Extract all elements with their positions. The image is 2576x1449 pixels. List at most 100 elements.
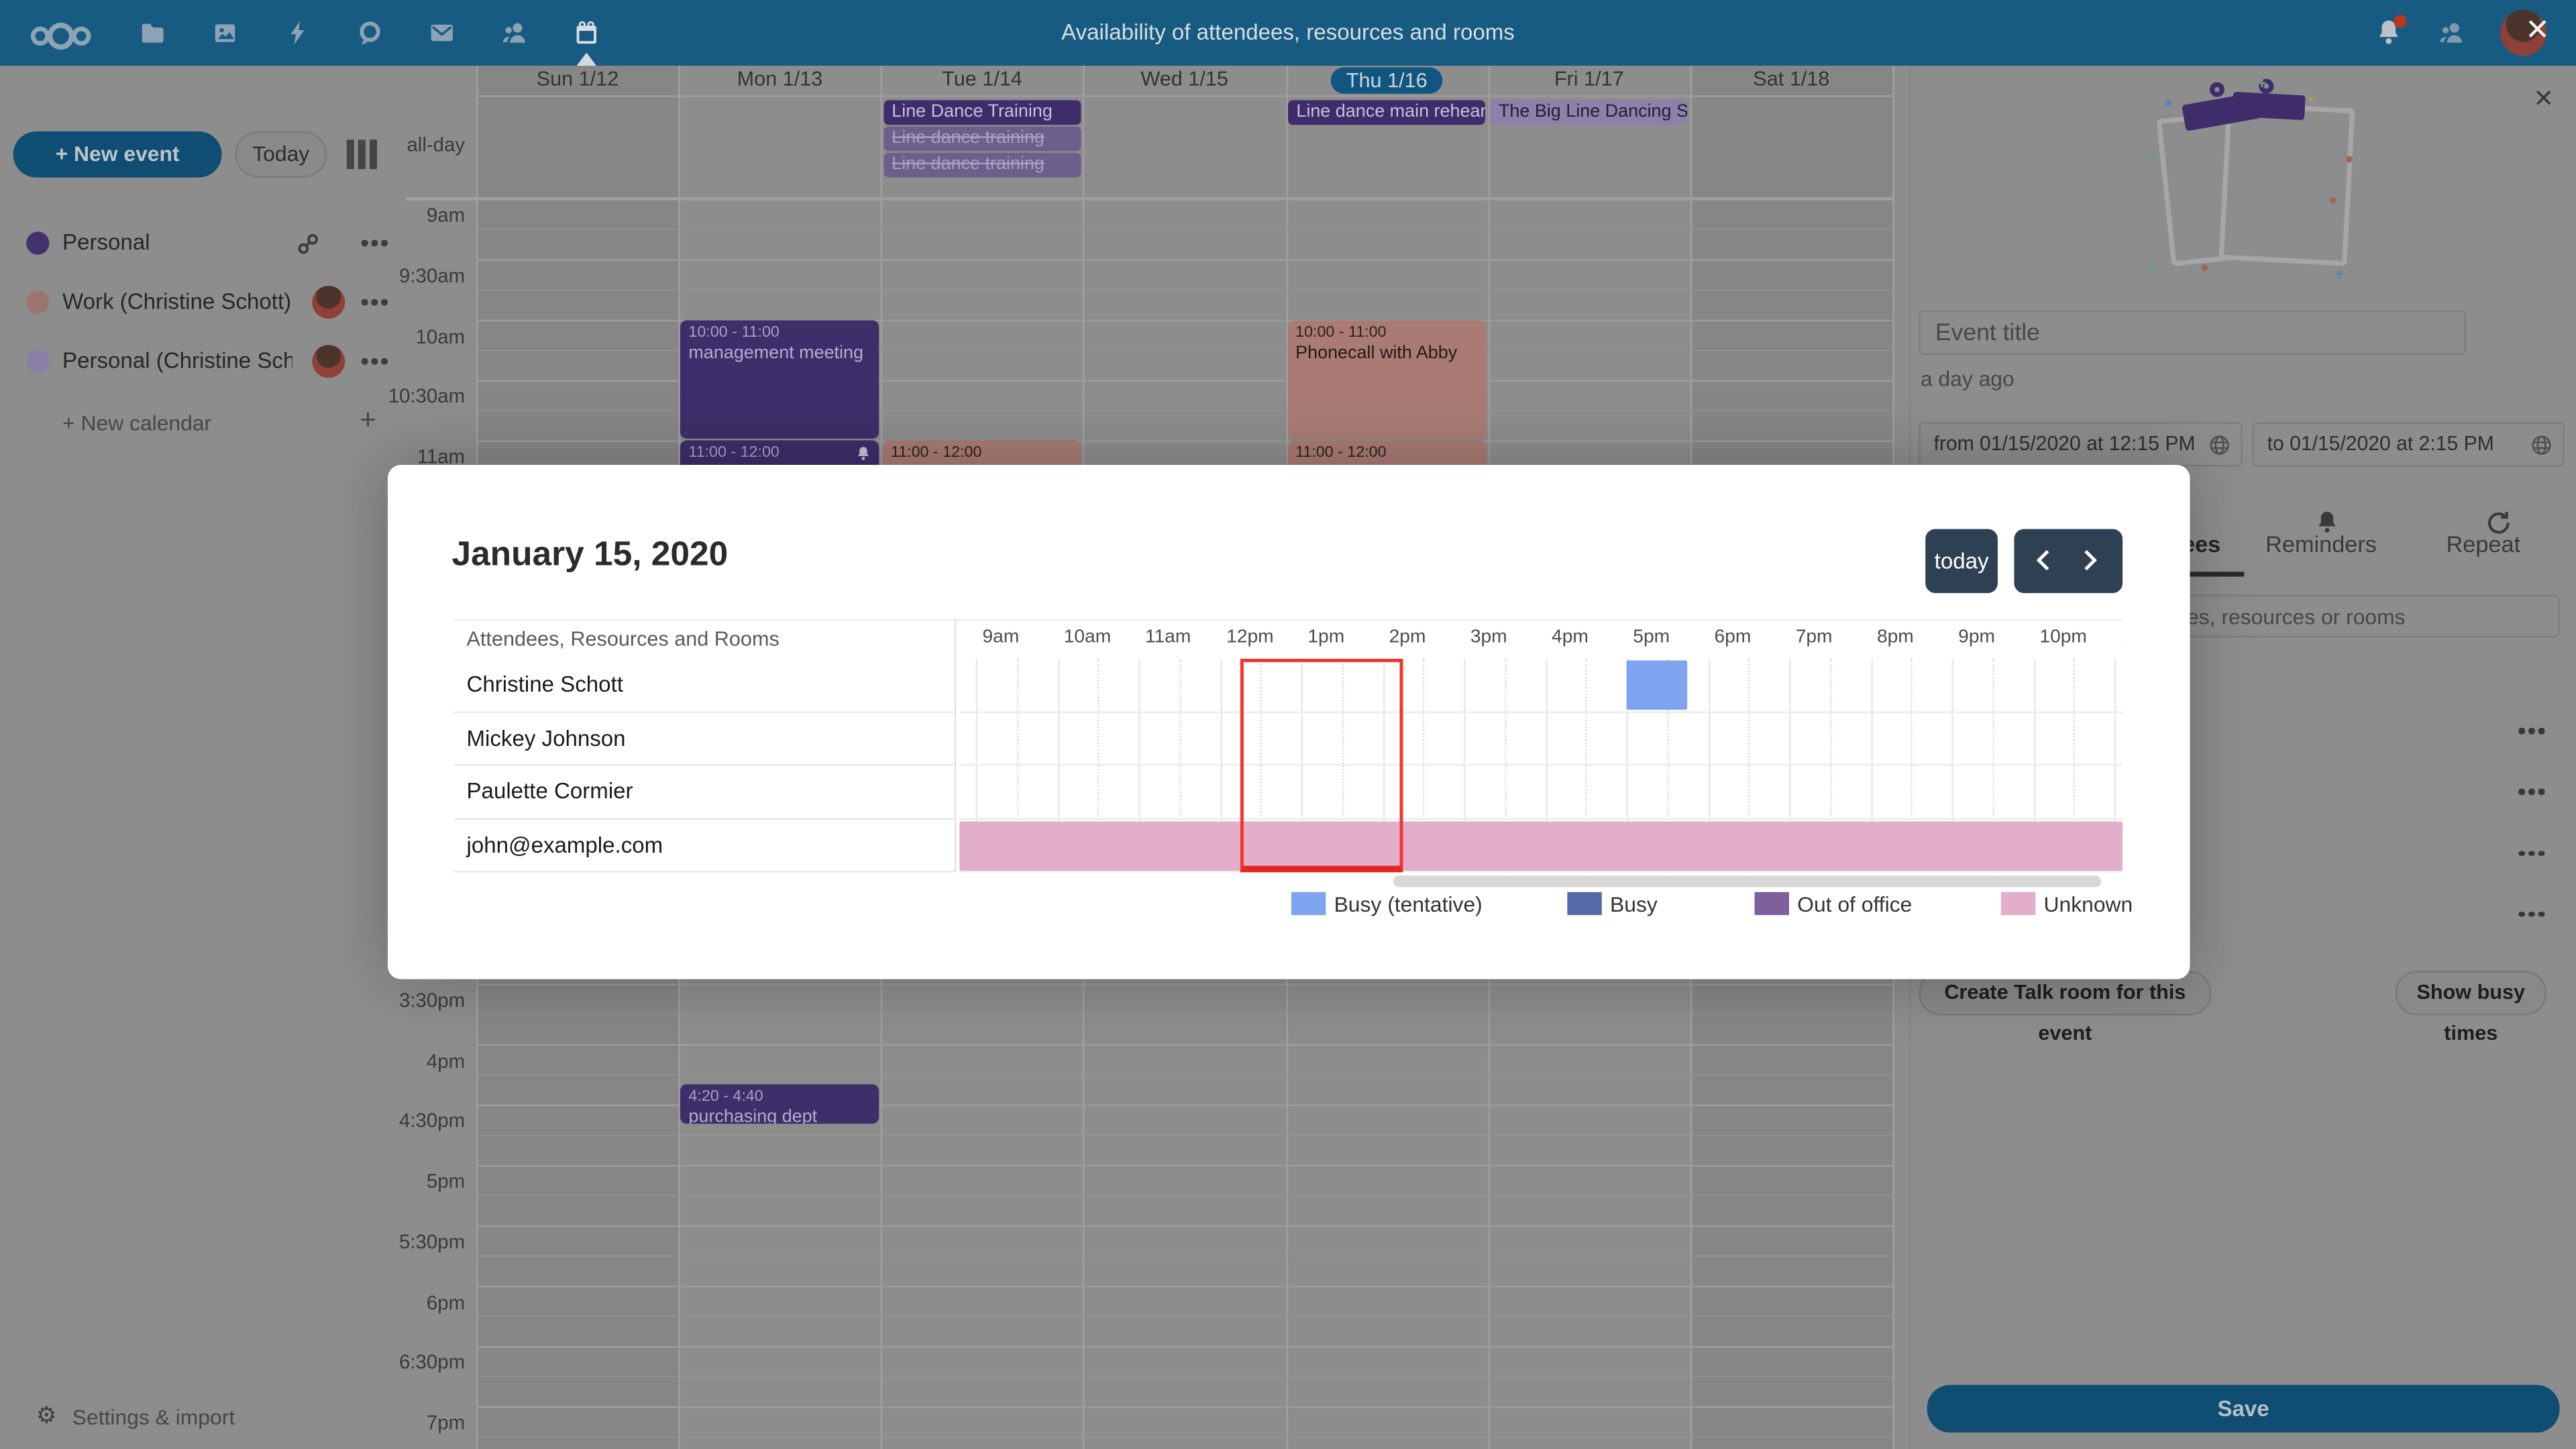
day-header: Sat 1/18 [1753, 67, 1830, 91]
photos-icon[interactable] [211, 19, 237, 46]
activity-icon[interactable] [283, 19, 309, 46]
unknown-availability-block [959, 820, 2123, 870]
allday-event[interactable]: Line dance training [883, 152, 1081, 178]
dialog-today-button[interactable]: today [1925, 529, 1998, 594]
attendee-item-menu-icon[interactable] [2518, 727, 2544, 734]
time-label: 6:30pm [399, 1350, 466, 1374]
contacts-menu-icon[interactable] [2438, 19, 2466, 46]
tab-repeat[interactable]: Repeat [2446, 531, 2521, 557]
hour-label: 9am [982, 627, 1020, 647]
calendar-event[interactable]: 10:00 - 11:00 management meeting [680, 319, 879, 438]
save-button[interactable]: Save [1927, 1385, 2560, 1433]
confetti-dot [2346, 156, 2353, 163]
row-divider [959, 763, 2123, 766]
nextcloud-logo-icon[interactable] [28, 19, 94, 52]
hour-label: 4pm [1552, 627, 1589, 647]
time-label: 5:30pm [399, 1230, 466, 1253]
end-datetime-field[interactable]: to 01/15/2020 at 2:15 PM [2252, 422, 2565, 467]
event-time: 11:00 - 12:00 [688, 443, 780, 462]
time-label: 9am [426, 203, 466, 227]
globe-icon[interactable] [2208, 434, 2231, 457]
calendar-icon[interactable] [572, 19, 598, 46]
time-label: 4pm [426, 1049, 466, 1072]
new-calendar-button[interactable]: + New calendar [62, 411, 212, 435]
start-datetime-field[interactable]: from 01/15/2020 at 12:15 PM [1919, 422, 2243, 467]
attendee-name-column: Christine Schott Mickey Johnson Paulette C… [453, 659, 955, 873]
hour-label: 1pm [1307, 627, 1345, 647]
confetti-plus: + [2257, 75, 2267, 94]
calendar-list-item[interactable]: Personal [13, 223, 393, 263]
allday-event[interactable]: Line dance main rehearsal [1288, 100, 1486, 125]
avatar-close-icon[interactable]: ✕ [2525, 13, 2551, 46]
globe-icon[interactable] [2530, 434, 2553, 457]
talk-icon[interactable] [356, 19, 382, 46]
calendar-menu-icon[interactable] [361, 358, 387, 364]
view-toggle-icon[interactable] [346, 140, 378, 170]
tab-reminders[interactable]: Reminders [2265, 531, 2377, 557]
availability-timeline[interactable] [959, 659, 2123, 873]
event-title: Phonecall with Abby [1295, 343, 1458, 363]
clipboard-clip [2232, 91, 2306, 121]
legend-label: Busy (tentative) [1334, 892, 1483, 917]
time-label: 7pm [426, 1411, 466, 1434]
legend-label: Busy [1610, 892, 1658, 917]
next-day-button[interactable] [2083, 549, 2098, 572]
user-avatar[interactable] [2500, 9, 2546, 56]
confetti-dot [2165, 100, 2172, 107]
hour-gridline [1301, 659, 1303, 873]
top-bar: Availability of attendees, resources and… [0, 0, 2576, 66]
timeline-scrollbar[interactable] [1393, 875, 2102, 888]
calendar-menu-icon[interactable] [361, 239, 387, 246]
hour-label: 10am [1063, 627, 1112, 647]
row-divider [959, 710, 2123, 712]
notifications-bell-icon[interactable] [2375, 18, 2402, 46]
hour-label: 2pm [1389, 627, 1426, 647]
mail-icon[interactable] [428, 19, 454, 46]
prev-day-button[interactable] [2035, 549, 2050, 572]
allday-event[interactable]: The Big Line Dancing Show [1490, 100, 1688, 125]
attendees-column-header: Attendees, Resources and Rooms [466, 627, 780, 651]
hour-label: 5pm [1633, 627, 1670, 647]
confetti-dot [2147, 152, 2154, 160]
gear-icon: ⚙ [36, 1403, 57, 1430]
calendar-event[interactable]: 4:20 - 4:40 purchasing dept [680, 1084, 879, 1124]
calendar-event[interactable]: 10:00 - 11:00 Phonecall with Abby [1287, 319, 1487, 438]
attendee-row-name: Paulette Cormier [453, 765, 955, 819]
today-button[interactable]: Today [235, 131, 327, 178]
legend-swatch [2000, 892, 2036, 916]
attendee-item-menu-icon[interactable] [2518, 789, 2544, 795]
calendar-menu-icon[interactable] [361, 299, 387, 305]
contacts-icon[interactable] [500, 19, 529, 46]
event-title-field[interactable] [1919, 310, 2466, 355]
new-event-button[interactable]: + New event [13, 131, 222, 178]
allday-event[interactable]: Line dance training [883, 126, 1081, 152]
show-busy-times-button[interactable]: Show busy times [2395, 971, 2546, 1045]
event-time: 11:00 - 12:00 [890, 443, 982, 462]
busy-availability-block [1626, 660, 1688, 710]
link-icon[interactable] [296, 231, 321, 256]
calendar-list-item[interactable]: Work (Christine Schott) [13, 282, 393, 322]
hour-gridline [1057, 659, 1059, 873]
event-editor-panel: ✕ + + + + a day ago from 01/15/2020 at 12:1… [1909, 65, 2576, 1449]
plus-icon[interactable]: + [360, 404, 376, 435]
hour-gridline [1951, 659, 1953, 873]
attendee-item-menu-icon[interactable] [2518, 850, 2544, 857]
timeline-hours-header: 9am 10am 11am 12pm 1pm 2pm 3pm 4pm 5pm 6pm 7pm 8pm 9… [959, 619, 2123, 659]
half-hour-gridline [1829, 659, 1832, 873]
allday-event[interactable]: Line Dance Training [883, 100, 1081, 125]
close-icon[interactable]: ✕ [2533, 85, 2555, 113]
dialog-nav-buttons [2014, 529, 2123, 594]
event-title-input[interactable] [1920, 312, 2465, 354]
hour-label: 8pm [1876, 627, 1914, 647]
calendar-list-item[interactable]: Personal (Christine Scho… [13, 341, 393, 381]
files-icon[interactable] [139, 19, 165, 46]
hour-gridline [1545, 659, 1547, 873]
hour-gridline [1870, 659, 1872, 873]
time-label: 9:30am [399, 264, 466, 287]
day-header: Fri 1/17 [1554, 67, 1624, 91]
hour-gridline [1626, 659, 1628, 873]
hour-label: 12pm [1226, 627, 1274, 647]
hour-gridline [2033, 659, 2035, 873]
day-header: Mon 1/13 [737, 67, 823, 91]
attendee-item-menu-icon[interactable] [2518, 911, 2544, 918]
